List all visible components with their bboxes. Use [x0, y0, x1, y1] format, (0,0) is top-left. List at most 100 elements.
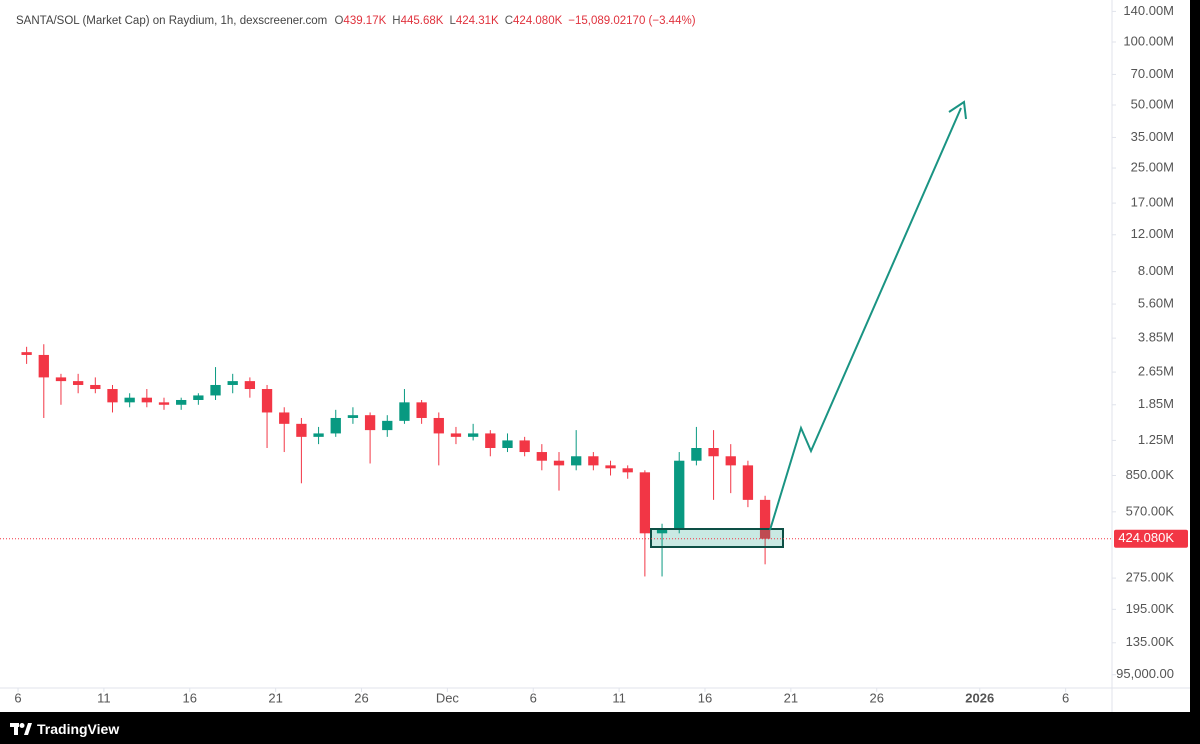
candle-body [210, 384, 221, 396]
x-tick-label: 11 [612, 690, 626, 705]
candle-body [158, 402, 170, 405]
candle-body [571, 456, 582, 466]
y-tick-label: 140.00M [1123, 3, 1174, 18]
y-tick-label: 5.60M [1138, 296, 1174, 311]
candle-body [725, 456, 736, 466]
candle-body [605, 465, 616, 469]
candle-body [279, 412, 290, 424]
chart-panel: 140.00M 100.00M 70.00M 50.00M 35.00M 25.00M 17… [0, 0, 1190, 712]
candle-body [313, 433, 324, 437]
ohlc-value: 445.68K [400, 15, 444, 27]
projection-arrow [769, 107, 962, 531]
x-tick-label: 6 [14, 690, 21, 705]
y-tick-label: 850.00K [1126, 467, 1175, 482]
candle-body [21, 352, 32, 355]
candle-body [742, 465, 754, 500]
y-tick-label: 12.00M [1131, 226, 1174, 241]
candle-body [38, 354, 49, 378]
ohlc-key: L [449, 15, 456, 27]
candle-body [485, 433, 496, 449]
candle-body [399, 402, 410, 421]
candle-body [588, 456, 599, 466]
candle-body [416, 402, 427, 418]
x-tick-label: 26 [869, 690, 883, 705]
candle-body [296, 423, 307, 437]
candle-body [55, 377, 67, 382]
x-tick-label: 16 [183, 690, 197, 705]
candle-body [141, 397, 152, 403]
y-tick-label: 2.65M [1138, 364, 1174, 379]
y-tick-label: 1.85M [1138, 396, 1174, 411]
candle-body [759, 499, 771, 539]
brand-name: TradingView [37, 721, 120, 737]
candle-body [450, 433, 462, 437]
candle-body [553, 460, 565, 466]
y-tick-label: 1.25M [1138, 432, 1174, 447]
ohlc-legend: SANTA/SOL (Market Cap) on Raydium, 1h, d… [16, 15, 702, 27]
candle-body [227, 381, 238, 385]
candle-body [244, 381, 256, 390]
candle-body [124, 397, 135, 403]
candle-body [330, 417, 341, 434]
x-tick-label: 21 [784, 690, 798, 705]
candle-body [622, 468, 633, 473]
x-tick-label: 2026 [965, 690, 994, 705]
brand-logo [10, 723, 32, 735]
y-tick-label: 35.00M [1131, 129, 1174, 144]
candle-body [364, 415, 376, 431]
x-tick-label: 6 [1062, 690, 1069, 705]
last-price-box [1114, 529, 1188, 548]
arrow-head [948, 100, 967, 120]
ohlc-key: C [504, 15, 514, 27]
brand: TradingView [10, 718, 119, 740]
x-tick-label: 16 [698, 690, 712, 705]
y-tick-label: 8.00M [1138, 263, 1174, 278]
y-tick-label: 50.00M [1131, 96, 1174, 111]
candles [21, 344, 771, 577]
candle-body [72, 381, 84, 385]
ohlc-value: 439.17K [343, 15, 387, 27]
support-zone [650, 528, 784, 548]
last-price-label: 424.080K [1118, 530, 1174, 545]
candle-body [674, 460, 685, 530]
ohlc-key: H [392, 15, 401, 27]
y-tick-label: 3.85M [1138, 330, 1174, 345]
candle-body [502, 440, 513, 449]
y-tick-label: 17.00M [1131, 195, 1174, 210]
candle-body [90, 384, 101, 390]
y-tick-label: 570.00K [1126, 503, 1175, 518]
candle-body [193, 395, 204, 400]
y-tick-label: 275.00K [1126, 570, 1175, 585]
y-tick-label: 195.00K [1126, 601, 1175, 616]
y-tick-label: 25.00M [1131, 159, 1174, 174]
candle-body [107, 389, 118, 403]
candle-body [261, 389, 273, 413]
candle-body [639, 472, 651, 534]
x-tick-label: 21 [268, 690, 282, 705]
symbol: SANTA/SOL (Market Cap) on Raydium, 1h, d… [16, 15, 328, 27]
ohlc-key: O [334, 15, 344, 27]
candle-body [347, 415, 359, 418]
candle-body [382, 420, 393, 431]
chart: 140.00M 100.00M 70.00M 50.00M 35.00M 25.00M 17… [0, 0, 1190, 712]
x-tick-label: 26 [354, 690, 368, 705]
y-tick-label: 70.00M [1131, 66, 1174, 81]
candle-body [467, 433, 479, 437]
candle-body [433, 417, 444, 434]
candle-body [519, 440, 530, 453]
candle-body [656, 529, 668, 534]
change: −15,089.02170 (−3.44%) [568, 15, 696, 27]
candle-body [536, 452, 547, 461]
x-tick-label: 6 [530, 690, 537, 705]
y-tick-label: 135.00K [1126, 634, 1175, 649]
candle-body [691, 448, 702, 461]
x-tick-label: 11 [97, 690, 111, 705]
x-tick-label: Dec [436, 690, 460, 705]
ohlc-value: 424.080K [513, 15, 563, 27]
candle-body [176, 399, 187, 405]
y-tick-label: 95,000.00 [1116, 666, 1174, 681]
y-tick-label: 100.00M [1123, 33, 1174, 48]
candle-body [708, 448, 719, 457]
ohlc-value: 424.31K [455, 15, 499, 27]
